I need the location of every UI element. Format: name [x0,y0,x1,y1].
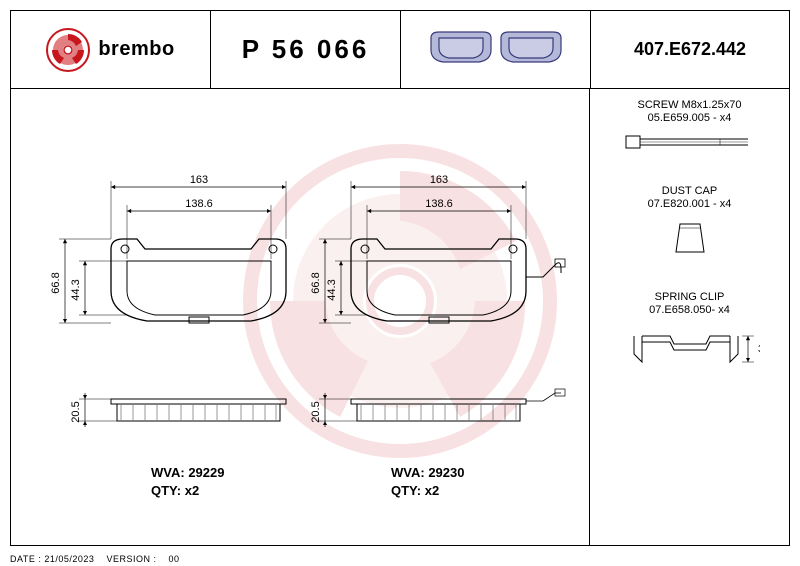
accessory-springclip: SPRING CLIP 07.E658.050- x4 32 [600,291,779,385]
dim-right-inner-width: 138.6 [425,198,453,210]
dim-left-inner-height: 44.3 [70,279,82,300]
pad-thumbnail-icon [421,20,571,80]
screw-code: 05.E659.005 - x4 [600,112,779,124]
accessories-panel: SCREW M8x1.25x70 05.E659.005 - x4 DUST C… [589,89,789,545]
dustcap-code: 07.E820.001 - x4 [600,198,779,210]
wva-right: WVA: 29230 QTY: x2 [391,465,464,498]
ref-number: 407.E672.442 [634,39,746,60]
footer-version: 00 [169,554,180,564]
pad-left-face: 163 138.6 66.8 44.3 [50,174,286,323]
drawing-frame: brembo P 56 066 407.E672.442 [10,10,790,546]
ref-number-cell: 407.E672.442 [591,11,789,88]
wva-right-value: 29230 [428,465,464,480]
qty-left-value: x2 [185,483,199,498]
dim-left-inner-width: 138.6 [185,198,213,210]
drawing-body: 163 138.6 66.8 44.3 [11,89,789,545]
svg-text:WVA: 292: WVA: 29229 [151,465,224,480]
pad-right-face: 163 138.6 66.8 44.3 [310,174,565,323]
dim-right-outer-width: 163 [430,174,448,186]
dim-left-outer-height: 66.8 [50,272,62,293]
qty-right-label: QTY: [391,483,421,498]
qty-right-value: x2 [425,483,439,498]
pad-right-side: 20.5 [310,389,565,427]
wva-left: WVA: 29229 QTY: x2 [151,465,224,498]
pad-left-side: 20.5 [70,393,286,427]
logo-cell: brembo [11,11,211,88]
accessory-screw: SCREW M8x1.25x70 05.E659.005 - x4 [600,99,779,157]
dim-right-inner-height: 44.3 [326,279,338,300]
dustcap-title: DUST CAP [600,185,779,197]
svg-text:QTY: x2: QTY: x2 [391,483,439,498]
svg-text:WVA: 292: WVA: 29230 [391,465,464,480]
accessory-dustcap: DUST CAP 07.E820.001 - x4 [600,185,779,263]
dim-left-thickness: 20.5 [70,401,82,422]
footer-date: 21/05/2023 [44,554,94,564]
title-block: brembo P 56 066 407.E672.442 [11,11,789,89]
springclip-code: 07.E658.050- x4 [600,304,779,316]
qty-left-label: QTY: [151,483,181,498]
springclip-icon: 32 [620,322,760,382]
technical-drawing: 163 138.6 66.8 44.3 [21,99,581,539]
screw-icon [620,130,760,154]
dustcap-icon [660,216,720,260]
thumbnail-cell [401,11,591,88]
wva-left-value: 29229 [188,465,224,480]
dim-right-outer-height: 66.8 [310,272,322,293]
screw-title: SCREW M8x1.25x70 [600,99,779,111]
springclip-dim: 32 [758,344,760,355]
dim-left-outer-width: 163 [190,174,208,186]
part-number-cell: P 56 066 [211,11,401,88]
springclip-title: SPRING CLIP [600,291,779,303]
svg-text:QTY: x2: QTY: x2 [151,483,199,498]
wva-right-label: WVA: [391,465,425,480]
part-number: P 56 066 [242,34,370,65]
footer-version-label: VERSION : [106,554,156,564]
footer: DATE : 21/05/2023 VERSION : 00 [10,554,180,564]
wva-left-label: WVA: [151,465,185,480]
brembo-logo-icon [46,28,90,72]
footer-date-label: DATE : [10,554,41,564]
brand-text: brembo [98,38,174,61]
dim-right-thickness: 20.5 [310,401,322,422]
